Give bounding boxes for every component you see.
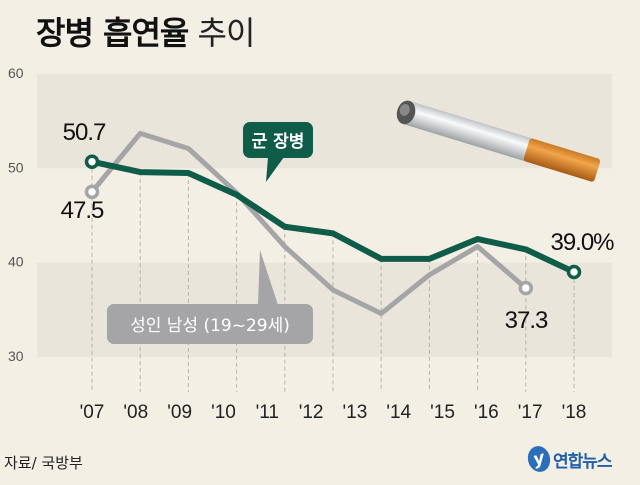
- legend-label-soldiers: 군 장병: [252, 132, 305, 152]
- callout-green-box: [243, 122, 313, 158]
- y-tick-label: 50: [8, 159, 24, 175]
- x-tick-label: '14: [386, 402, 411, 423]
- logo-text: 연합뉴스: [553, 451, 613, 472]
- x-tick-label: '09: [167, 402, 192, 423]
- chart-title: 장병 흡연율 추이: [36, 8, 256, 54]
- data-label: 50.7: [63, 119, 106, 146]
- x-tick-label: '18: [562, 402, 587, 423]
- x-tick-label: '16: [474, 402, 499, 423]
- x-tick-label: '11: [256, 402, 279, 423]
- callout-gray-pointer: [258, 250, 278, 305]
- yonhap-logo-icon: y: [525, 443, 553, 475]
- endpoint-marker: [566, 264, 582, 280]
- source-note: 자료/ 국방부: [4, 454, 83, 472]
- callout-green-pointer: [266, 157, 284, 182]
- endpoint-marker: [84, 184, 100, 200]
- x-tick-label: '08: [123, 402, 148, 423]
- cigarette-icon: [396, 100, 601, 182]
- x-tick-label: '15: [430, 402, 455, 423]
- x-tick-label: '17: [518, 402, 543, 423]
- endpoint-marker: [518, 280, 534, 296]
- legend-label-adult-men: 성인 남성 (19~29세): [130, 316, 290, 336]
- endpoint-marker: [84, 154, 100, 169]
- title-light: 추이: [197, 14, 256, 52]
- x-tick-label: '10: [211, 402, 236, 423]
- y-tick-label: 30: [8, 348, 24, 364]
- series-line-1: [90, 130, 528, 317]
- x-tick-label: '07: [80, 402, 105, 423]
- series-line-0: [91, 158, 576, 275]
- x-tick-label: '13: [343, 402, 368, 423]
- yonhap-logo: y 연합뉴스: [525, 443, 613, 475]
- data-label: 39.0%: [550, 229, 614, 256]
- data-label: 47.5: [61, 197, 104, 224]
- y-tick-label: 60: [8, 65, 24, 81]
- x-tick-label: '12: [299, 402, 324, 423]
- data-label: 37.3: [505, 307, 548, 334]
- y-tick-label: 40: [8, 254, 24, 270]
- title-bold: 장병 흡연율: [36, 14, 189, 52]
- callout-gray-box: [107, 304, 313, 344]
